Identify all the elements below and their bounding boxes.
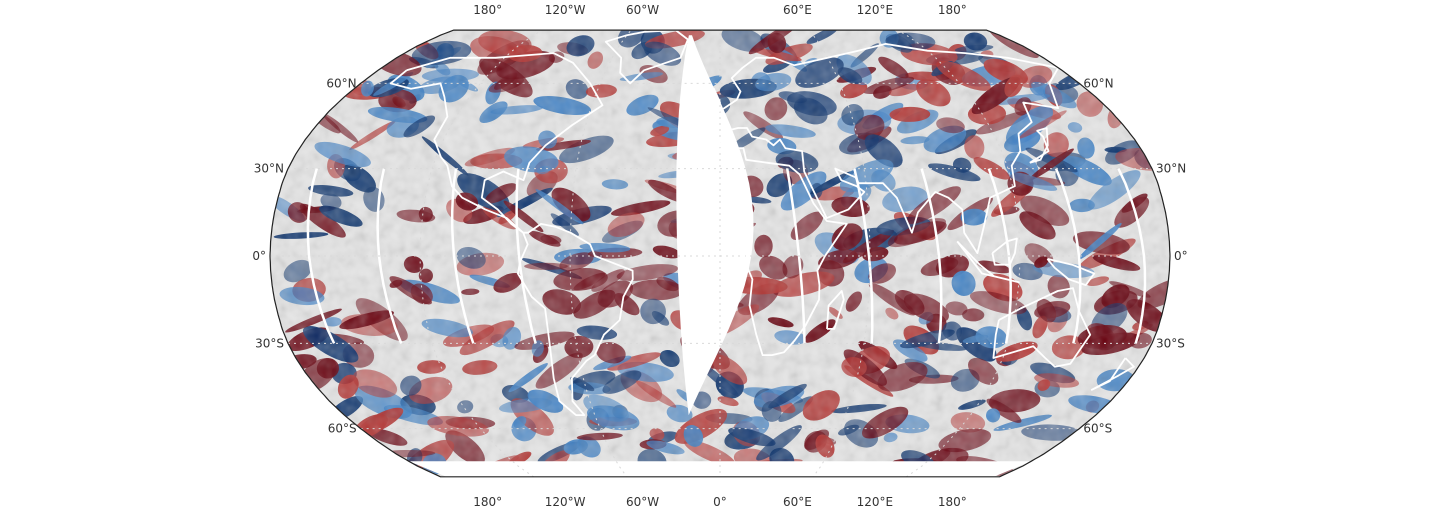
coastline-path: [992, 287, 1092, 368]
coastline-path: [1090, 357, 1135, 391]
top-lon-label: 60°W: [626, 3, 659, 17]
coastline-path: [991, 237, 1018, 266]
top-lon-label: 120°W: [545, 3, 586, 17]
coastline-path: [956, 240, 1020, 284]
meridian-line: [419, 30, 561, 477]
coastline-path: [517, 223, 634, 416]
bottom-lon-label: 60°W: [626, 495, 659, 509]
top-lon-label: 120°E: [857, 3, 894, 17]
satellite-swath-gaps: [306, 35, 1147, 416]
right-lat-label: 60°N: [1083, 76, 1113, 90]
left-latitude-labels: 60°N 30°N 0° 30°S 60°S: [252, 76, 356, 435]
no-data-south-polar-region: [408, 461, 1032, 477]
left-lat-label: 30°N: [254, 162, 284, 176]
coastline-path: [1029, 127, 1050, 164]
bottom-longitude-labels: 180° 120°W 60°W 0° 60°E 120°E 180°: [473, 495, 967, 509]
bottom-lon-label: 180°: [938, 495, 967, 509]
left-lat-label: 30°S: [255, 336, 284, 350]
top-lon-label: 60°E: [783, 3, 812, 17]
coastline-path: [706, 87, 721, 109]
left-lat-label: 60°N: [326, 76, 356, 90]
right-lat-label: 0°: [1174, 249, 1188, 263]
top-lon-label: 180°: [473, 3, 502, 17]
coastline-path: [389, 52, 604, 234]
meridian-line: [879, 30, 1021, 477]
right-lat-label: 60°S: [1083, 422, 1112, 436]
left-lat-label: 0°: [252, 249, 266, 263]
coastlines: [389, 30, 1135, 416]
coastline-path: [826, 290, 845, 330]
bottom-lon-label: 0°: [713, 495, 727, 509]
meridian-line: [569, 30, 641, 477]
coastline-path: [677, 147, 848, 356]
right-latitude-labels: 60°N 30°N 0° 30°S 60°S: [1083, 76, 1187, 435]
coastline-path: [1046, 258, 1096, 286]
bottom-lon-label: 180°: [473, 495, 502, 509]
bottom-lon-label: 120°E: [857, 495, 894, 509]
left-lat-label: 60°S: [328, 422, 357, 436]
coastline-path: [604, 30, 689, 85]
right-lat-label: 30°N: [1156, 162, 1186, 176]
bottom-lon-label: 60°E: [783, 495, 812, 509]
bottom-lon-label: 120°W: [545, 495, 586, 509]
globe-outline: [269, 29, 1171, 478]
top-lon-label: 180°: [938, 3, 967, 17]
coastline-path: [695, 43, 1060, 254]
meridian-line: [799, 30, 871, 477]
right-lat-label: 30°S: [1156, 336, 1185, 350]
top-longitude-labels: 180° 120°W 60°W 60°E 120°E 180°: [473, 3, 967, 17]
